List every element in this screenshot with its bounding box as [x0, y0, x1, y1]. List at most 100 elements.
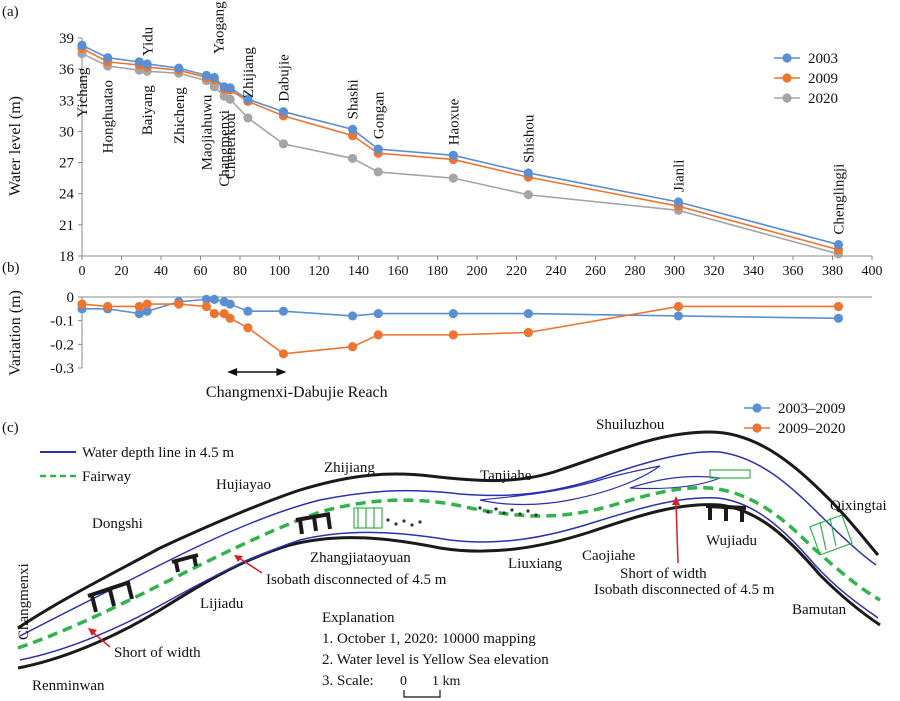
a-point-2003 [347, 124, 358, 134]
reach-arrowhead-right [276, 368, 287, 376]
a-point-2020 [448, 173, 458, 183]
a-x-tick-label: 100 [269, 264, 290, 279]
station-label-shashi: Shashi [346, 79, 362, 119]
b-point [673, 301, 684, 312]
b-point [347, 311, 358, 321]
a-x-tick-label: 300 [664, 264, 685, 279]
scale-zero: 0 [400, 674, 407, 689]
b-point [174, 299, 184, 309]
map-annotations: Isobath disconnected of 4.5 m Short of w… [88, 496, 775, 661]
a-y-tick-label: 24 [59, 187, 75, 203]
annot-isobath-right: Isobath disconnected of 4.5 m [594, 582, 775, 598]
a-x-tick-label: 240 [546, 264, 567, 279]
a-point-2003 [225, 83, 235, 93]
a-point-2020 [347, 153, 358, 164]
b-legend: 2003–2009 2009–2020 [744, 401, 846, 437]
place-hujiayao: Hujiayao [216, 477, 271, 493]
b-point [833, 301, 844, 312]
station-label-shishou: Shishou [521, 114, 537, 163]
place-changmenxi: Changmenxi [16, 563, 32, 640]
place-lijiadu: Lijiadu [200, 596, 244, 612]
annot-arrow-right [675, 501, 679, 564]
b-y-tick-label: -0.1 [50, 314, 74, 330]
a-series-line-2009 [81, 47, 839, 251]
a-point-2003 [673, 197, 684, 207]
station-label-zhijiang: Zhijiang [241, 47, 257, 98]
annot-arrowhead-right [672, 496, 680, 505]
station-label-maojiahuwu: Maojiahuwu [199, 94, 215, 170]
legend-label-2020: 2020 [808, 91, 838, 107]
legend-marker-2009 [782, 73, 792, 83]
b-legend-label: 2009–2020 [778, 421, 846, 437]
a-y-tick-label: 30 [59, 124, 74, 140]
station-label-jianli: Jianli [671, 160, 687, 193]
a-point-2020 [243, 113, 253, 123]
b-point [373, 308, 383, 319]
a-x-tick-label: 400 [862, 264, 883, 279]
place-bamutan: Bamutan [792, 602, 847, 618]
a-y-tick-label: 36 [59, 62, 75, 78]
place-qixingtai: Qixingtai [830, 498, 887, 514]
a-x-tick-label: 180 [427, 264, 448, 279]
a-point-2003 [523, 168, 533, 178]
b-point [209, 308, 219, 319]
a-y-tick-label: 18 [59, 249, 74, 265]
a-point-2020 [278, 139, 289, 149]
station-label-chenglingji: Chenglingji [831, 164, 847, 235]
legend-marker-2020 [782, 93, 792, 103]
b-series-group [77, 294, 844, 359]
river-right-bank [17, 503, 881, 670]
a-point-2020 [373, 167, 383, 177]
a-point-2003 [243, 94, 253, 104]
place-zhijiang: Zhijiang [324, 460, 375, 476]
a-y-tick-label: 33 [59, 93, 74, 109]
a-y-tick-labels: 18 21 24 27 30 33 36 39 [59, 31, 82, 265]
a-x-tick-label: 140 [348, 264, 369, 279]
b-point [243, 306, 253, 316]
groyne-structures [87, 504, 747, 613]
place-dongshi: Dongshi [92, 516, 143, 532]
station-label-chenerkou: Chenerkou [223, 113, 239, 179]
a-y-tick-label: 39 [59, 31, 74, 47]
a-y-tick-label: 27 [59, 156, 75, 172]
a-point-2003 [142, 59, 152, 69]
b-y-tick-labels: 0 -0.1 -0.2 -0.3 [50, 290, 82, 377]
a-point-2020 [225, 94, 235, 104]
a-series-group [77, 40, 844, 259]
reach-arrowhead-left [227, 368, 238, 376]
b-y-tick-label: -0.2 [50, 337, 74, 353]
a-legend: 2003 2009 2020 [774, 51, 838, 107]
explanation-title: Explanation [322, 610, 395, 626]
b-y-tick-label: 0 [67, 290, 75, 306]
b-point [142, 306, 152, 316]
a-point-2020 [209, 82, 219, 92]
annot-short-left: Short of width [114, 645, 201, 661]
station-label-haoxue: Haoxue [446, 98, 462, 145]
station-label-zhicheng: Zhicheng [172, 87, 188, 144]
a-x-tick-label: 160 [388, 264, 409, 279]
a-x-tick-label: 260 [585, 264, 606, 279]
b-point [134, 301, 144, 312]
a-point-2003 [833, 239, 844, 250]
river-left-bank [17, 430, 880, 630]
a-x-tick-label: 220 [506, 264, 527, 279]
b-series-line [81, 303, 839, 355]
depth-line-lower [19, 497, 879, 661]
a-x-tick-label: 320 [704, 264, 725, 279]
b-legend-marker [752, 403, 762, 413]
a-point-2003 [103, 53, 113, 63]
a-x-tick-label: 0 [79, 264, 86, 279]
a-station-labels: Yichang Honghuatao Yidu Baiyang Zhicheng Maoj… [75, 1, 847, 235]
legend-fairway-label: Fairway [82, 469, 132, 485]
panel-b: (b) Variation (m) 0 -0.1 -0.2 -0.3 Changmen… [2, 260, 872, 437]
annot-isobath-left: Isobath disconnected of 4.5 m [266, 572, 447, 588]
b-point [201, 301, 212, 312]
panel-label-c: (c) [2, 420, 19, 436]
b-series-line [82, 298, 839, 320]
place-shuiluzhou: Shuiluzhou [596, 417, 665, 433]
b-point [373, 330, 383, 340]
b-legend-label: 2003–2009 [778, 401, 846, 417]
a-x-tick-label: 80 [233, 264, 247, 279]
b-point [448, 308, 458, 319]
